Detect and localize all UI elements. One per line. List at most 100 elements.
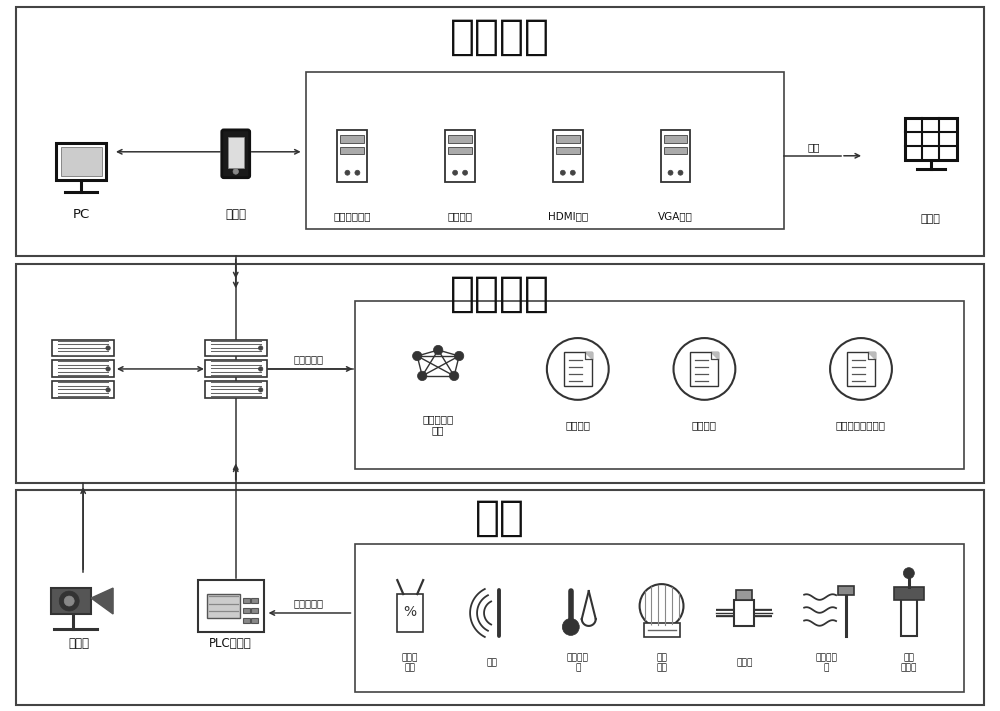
Text: 大数据展示
中心: 大数据展示 中心 xyxy=(423,414,454,436)
Bar xyxy=(243,598,250,603)
Bar xyxy=(340,146,364,154)
Circle shape xyxy=(258,367,263,371)
Circle shape xyxy=(668,170,673,175)
Text: 空气温
湿度: 空气温 湿度 xyxy=(402,653,418,673)
Bar xyxy=(251,608,258,613)
Bar xyxy=(243,618,250,623)
Text: PLC控制器: PLC控制器 xyxy=(209,637,252,651)
Text: 前端: 前端 xyxy=(475,496,525,538)
Bar xyxy=(734,600,754,626)
Bar xyxy=(644,623,680,637)
Bar xyxy=(905,119,957,160)
Text: 光照: 光照 xyxy=(487,658,498,668)
Bar xyxy=(340,135,364,143)
Bar xyxy=(52,360,114,378)
Text: 生产平台: 生产平台 xyxy=(565,419,590,429)
Circle shape xyxy=(570,170,575,175)
Bar xyxy=(664,135,687,143)
Bar xyxy=(205,381,267,398)
Text: 大屏端: 大屏端 xyxy=(921,213,941,223)
Circle shape xyxy=(903,567,914,579)
Bar xyxy=(847,352,875,386)
FancyBboxPatch shape xyxy=(222,130,250,178)
Bar xyxy=(901,592,917,636)
Text: 采集与控制: 采集与控制 xyxy=(294,598,324,608)
Circle shape xyxy=(449,371,459,380)
Circle shape xyxy=(463,170,468,175)
Bar xyxy=(355,301,964,469)
Text: 园区管理服务平台: 园区管理服务平台 xyxy=(836,419,886,429)
Bar xyxy=(556,135,580,143)
Bar xyxy=(251,598,258,603)
Bar xyxy=(56,143,106,180)
Circle shape xyxy=(233,169,238,174)
Bar xyxy=(51,588,91,614)
Text: 管理与应用: 管理与应用 xyxy=(294,354,324,364)
Bar xyxy=(445,130,475,182)
Text: 摄像头: 摄像头 xyxy=(69,637,90,651)
Circle shape xyxy=(678,170,683,175)
Bar xyxy=(397,594,423,632)
Bar xyxy=(838,586,854,595)
Bar xyxy=(52,381,114,398)
Text: 视频矩阵: 视频矩阵 xyxy=(448,212,473,222)
Polygon shape xyxy=(868,352,875,359)
Bar xyxy=(228,137,244,169)
Bar xyxy=(306,72,784,230)
Circle shape xyxy=(355,170,360,175)
Circle shape xyxy=(433,346,443,355)
Circle shape xyxy=(547,338,609,400)
Bar xyxy=(243,608,250,613)
Text: 土壤温湿
度: 土壤温湿 度 xyxy=(567,653,589,673)
Bar xyxy=(448,135,472,143)
Circle shape xyxy=(258,346,263,351)
Text: 操作展示: 操作展示 xyxy=(450,16,550,58)
Bar xyxy=(553,130,583,182)
Circle shape xyxy=(453,170,458,175)
Text: VGA矩阵: VGA矩阵 xyxy=(658,212,693,222)
Polygon shape xyxy=(91,588,113,614)
Bar xyxy=(16,491,984,705)
Circle shape xyxy=(674,338,735,400)
Bar xyxy=(690,352,718,386)
Text: 地源
热泵: 地源 热泵 xyxy=(656,653,667,673)
Circle shape xyxy=(64,596,74,606)
Text: HDMI矩阵: HDMI矩阵 xyxy=(548,212,588,222)
Bar xyxy=(337,130,367,182)
Circle shape xyxy=(562,619,579,636)
Circle shape xyxy=(830,338,892,400)
Text: 水位传感
器: 水位传感 器 xyxy=(815,653,837,673)
Circle shape xyxy=(418,371,427,380)
Bar xyxy=(251,618,258,623)
Bar xyxy=(448,146,472,154)
Bar xyxy=(207,594,240,618)
Bar xyxy=(205,340,267,356)
Bar xyxy=(205,360,267,378)
Text: 服务器端: 服务器端 xyxy=(450,273,550,315)
Bar xyxy=(661,130,690,182)
Text: 商业平台: 商业平台 xyxy=(692,419,717,429)
Bar xyxy=(736,590,752,600)
Polygon shape xyxy=(711,352,718,359)
Bar xyxy=(564,352,592,386)
Circle shape xyxy=(640,584,683,628)
Text: %: % xyxy=(404,605,417,619)
Circle shape xyxy=(106,367,110,371)
Circle shape xyxy=(454,351,464,360)
Text: 电磁阀: 电磁阀 xyxy=(736,658,753,668)
Bar xyxy=(52,340,114,356)
Circle shape xyxy=(258,387,263,392)
Bar xyxy=(664,146,687,154)
Bar xyxy=(61,146,102,176)
Bar xyxy=(355,544,964,692)
Bar xyxy=(198,580,264,632)
Circle shape xyxy=(560,170,565,175)
Circle shape xyxy=(106,346,110,351)
Text: 展示: 展示 xyxy=(808,141,820,152)
Text: 多功能处理器: 多功能处理器 xyxy=(334,212,371,222)
Circle shape xyxy=(345,170,350,175)
Bar xyxy=(16,7,984,257)
Bar xyxy=(556,146,580,154)
Circle shape xyxy=(59,591,79,611)
Polygon shape xyxy=(585,352,592,359)
